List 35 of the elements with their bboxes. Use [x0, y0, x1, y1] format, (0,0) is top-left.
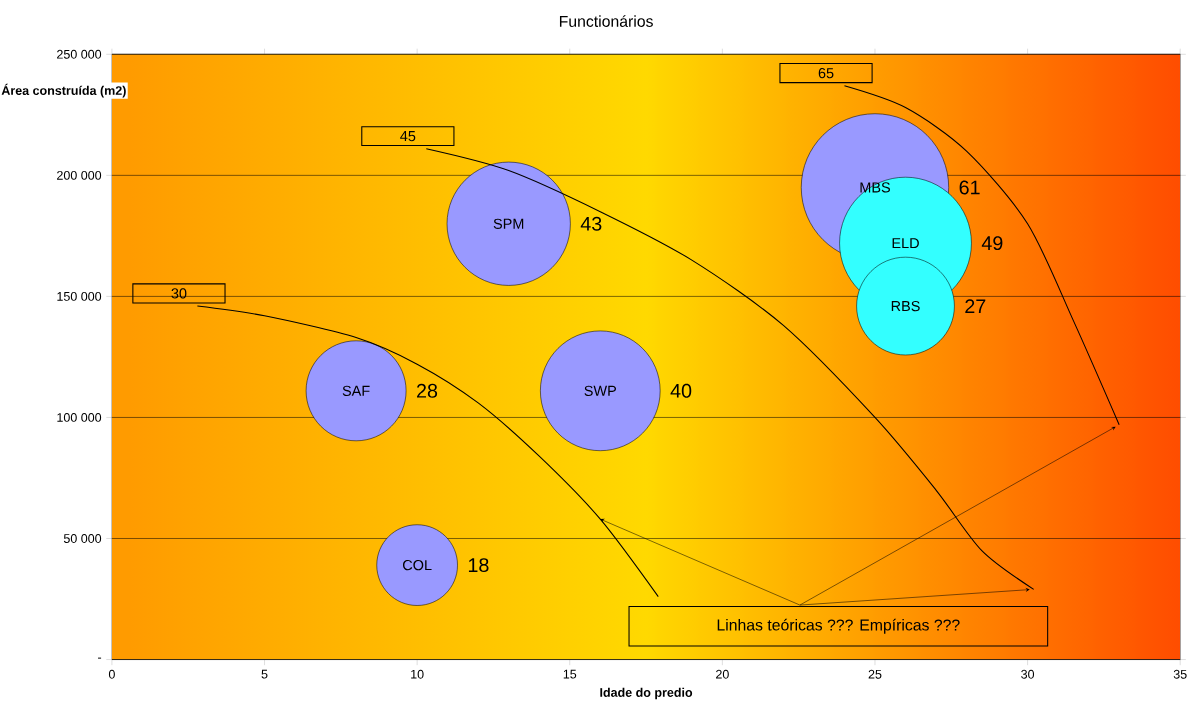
- annotation: 27: [965, 299, 986, 314]
- x-tick-label: 30: [1021, 669, 1035, 679]
- annotation: Linhas teóricas ??? Empíricas ???: [717, 618, 960, 634]
- x-axis-title: Idade do predio: [600, 687, 693, 700]
- x-tick-label: 35: [1173, 669, 1187, 679]
- annotation: 28: [417, 383, 438, 398]
- annotation: SPM: [493, 218, 524, 230]
- annotation: ELD: [892, 238, 919, 249]
- y-tick-label: 50 000: [63, 534, 102, 544]
- annotation: RBS: [891, 301, 920, 312]
- x-tick-label: 0: [108, 669, 115, 679]
- y-tick-label: 150 000: [57, 292, 102, 301]
- chart-title: Functionários: [559, 15, 653, 28]
- annotation: 43: [580, 216, 602, 231]
- annotation: 40: [670, 383, 692, 398]
- x-tick-label: 10: [411, 669, 424, 679]
- series-label: 65: [818, 68, 834, 79]
- y-tick-label: -: [98, 657, 102, 659]
- series-label: 45: [400, 131, 416, 142]
- x-tick-label: 25: [868, 669, 882, 679]
- x-tick-label: 5: [261, 669, 268, 679]
- y-axis-title: Área construída (m2): [1, 83, 126, 98]
- annotation: 18: [468, 558, 489, 573]
- annotation: 49: [981, 236, 1003, 251]
- series-label: 30: [171, 288, 187, 299]
- annotation: 61: [959, 180, 980, 195]
- annotation: MBS: [860, 182, 890, 193]
- y-tick-label: 200 000: [57, 171, 102, 180]
- y-tick-label: 100 000: [57, 413, 102, 422]
- x-tick-label: 15: [563, 669, 577, 679]
- y-tick-label: 250 000: [57, 49, 102, 59]
- annotation: COL: [403, 560, 432, 571]
- annotation: SWP: [584, 385, 617, 397]
- x-tick-label: 20: [716, 669, 729, 679]
- annotation: SAF: [342, 385, 370, 397]
